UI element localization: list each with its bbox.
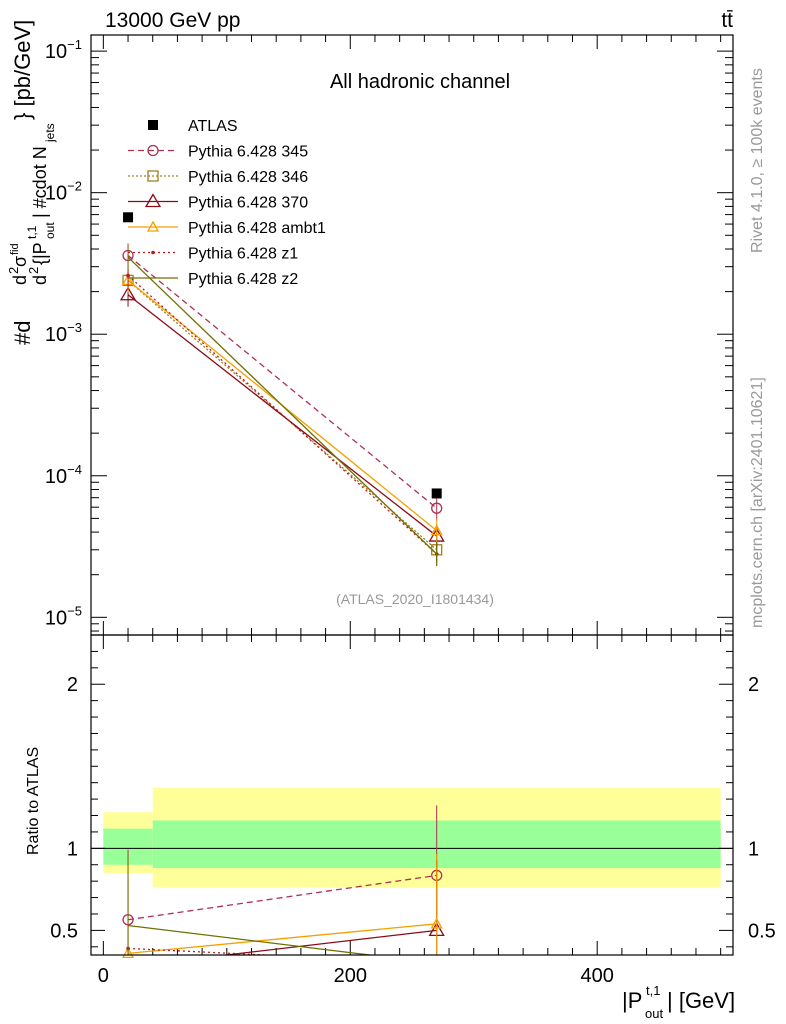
plot-title: All hadronic channel <box>330 71 510 93</box>
series-line <box>127 275 438 555</box>
svg-text:2: 2 <box>26 267 41 274</box>
ratio-line <box>127 923 437 955</box>
header-energy: 13000 GeV pp <box>105 9 240 32</box>
legend-entry: Pythia 6.428 345 <box>128 144 308 161</box>
data-point <box>121 947 135 959</box>
svg-text:| #cdot N: | #cdot N <box>30 146 50 218</box>
ratio-series-z2 <box>127 855 375 955</box>
xlabel-main: |P <box>622 988 642 1013</box>
ratio-line <box>220 929 437 955</box>
svg-text:jets: jets <box>43 123 57 143</box>
xlabel-unit: | [GeV] <box>667 988 735 1013</box>
legend-entry: Pythia 6.428 z2 <box>128 271 298 288</box>
svg-text:{|P: {|P <box>30 242 50 265</box>
ratio-line <box>127 874 437 921</box>
rivet-label: Rivet 4.1.0, ≥ 100k events <box>749 68 766 253</box>
ratio-ylabel: Ratio to ATLAS <box>25 747 42 855</box>
legend-entry: Pythia 6.428 346 <box>128 169 308 186</box>
legend-label: ATLAS <box>188 118 238 135</box>
ratio-line <box>128 947 279 955</box>
legend-label: Pythia 6.428 z1 <box>188 246 298 263</box>
y-tick-label: 10−5 <box>45 603 82 629</box>
legend-entry: Pythia 6.428 z1 <box>128 246 298 263</box>
data-point <box>147 170 159 182</box>
data-point <box>126 273 130 278</box>
svg-text:out: out <box>43 222 57 239</box>
data-point <box>147 144 159 157</box>
ratio-line <box>127 924 375 955</box>
legend-entry: ATLAS <box>148 118 238 135</box>
data-point <box>430 524 443 536</box>
svg-text:d: d <box>30 275 50 285</box>
y-tick-label: 10−4 <box>45 462 82 488</box>
mcplots-label: mcplots.cern.ch [arXiv:2401.10621] <box>749 377 766 628</box>
ratio-frame <box>90 634 734 956</box>
legend-marker <box>148 120 158 130</box>
series-atlas <box>123 212 442 499</box>
ratio-tick-label-left: 0.5 <box>50 920 78 942</box>
legend-label: Pythia 6.428 346 <box>188 169 308 186</box>
x-tick-label: 200 <box>334 965 367 987</box>
ratio-line <box>128 957 437 964</box>
xlabel: |P t,1 out | [GeV] <box>622 983 735 1021</box>
ratio-tick-label-right: 2 <box>748 674 759 696</box>
ratio-tick-label-right: 1 <box>748 838 759 860</box>
header-process: tt̄ <box>721 9 733 32</box>
legend-entry: Pythia 6.428 370 <box>128 193 308 212</box>
data-point <box>151 250 155 255</box>
ratio-tick-label-left: 1 <box>67 838 78 860</box>
main-ylabel: #d d 2 σ fid d 2 {|P t,1 out | #cdot N j… <box>6 20 57 345</box>
svg-text:t,1: t,1 <box>25 225 39 239</box>
legend-entry: Pythia 6.428 ambt1 <box>128 220 326 237</box>
data-point <box>146 220 160 232</box>
data-point <box>119 286 137 301</box>
series-p370 <box>119 282 445 549</box>
svg-text:d: d <box>10 275 30 285</box>
svg-text:σ: σ <box>10 256 30 267</box>
svg-text:} [pb/GeV]: } [pb/GeV] <box>10 20 35 120</box>
data-point <box>431 502 443 514</box>
ratio-series-p346 <box>128 957 437 964</box>
y-tick-label: 10−3 <box>45 320 82 346</box>
atlas-point <box>123 212 134 223</box>
ratio-tick-label-right: 0.5 <box>748 920 776 942</box>
ratio-series-z1 <box>126 878 279 955</box>
legend-label: Pythia 6.428 z2 <box>188 271 298 288</box>
series-line <box>127 256 438 555</box>
legend: ATLAS Pythia 6.428 345 Pythia 6.428 346 Pyt… <box>128 118 326 288</box>
legend-label: Pythia 6.428 ambt1 <box>188 220 326 237</box>
atlas-point <box>431 488 442 499</box>
series-line <box>127 294 438 537</box>
svg-text:2: 2 <box>6 267 21 274</box>
y-tick-label: 10−1 <box>45 37 82 63</box>
x-tick-label: 0 <box>98 965 109 987</box>
series-z2 <box>127 245 438 567</box>
legend-label: Pythia 6.428 345 <box>188 144 308 161</box>
data-point <box>430 917 443 929</box>
series-line <box>127 254 438 509</box>
ratio-tick-label-left: 2 <box>67 674 78 696</box>
x-tick-label: 400 <box>581 965 614 987</box>
analysis-tag: (ATLAS_2020_I1801434) <box>336 591 494 607</box>
xlabel-sub: out <box>645 1006 663 1021</box>
data-point <box>144 193 162 208</box>
svg-text:fid: fid <box>9 243 21 255</box>
svg-text:#d: #d <box>10 321 35 345</box>
xlabel-sup: t,1 <box>646 983 660 998</box>
y-tick-label: 10−2 <box>45 179 82 205</box>
legend-label: Pythia 6.428 370 <box>188 195 308 212</box>
